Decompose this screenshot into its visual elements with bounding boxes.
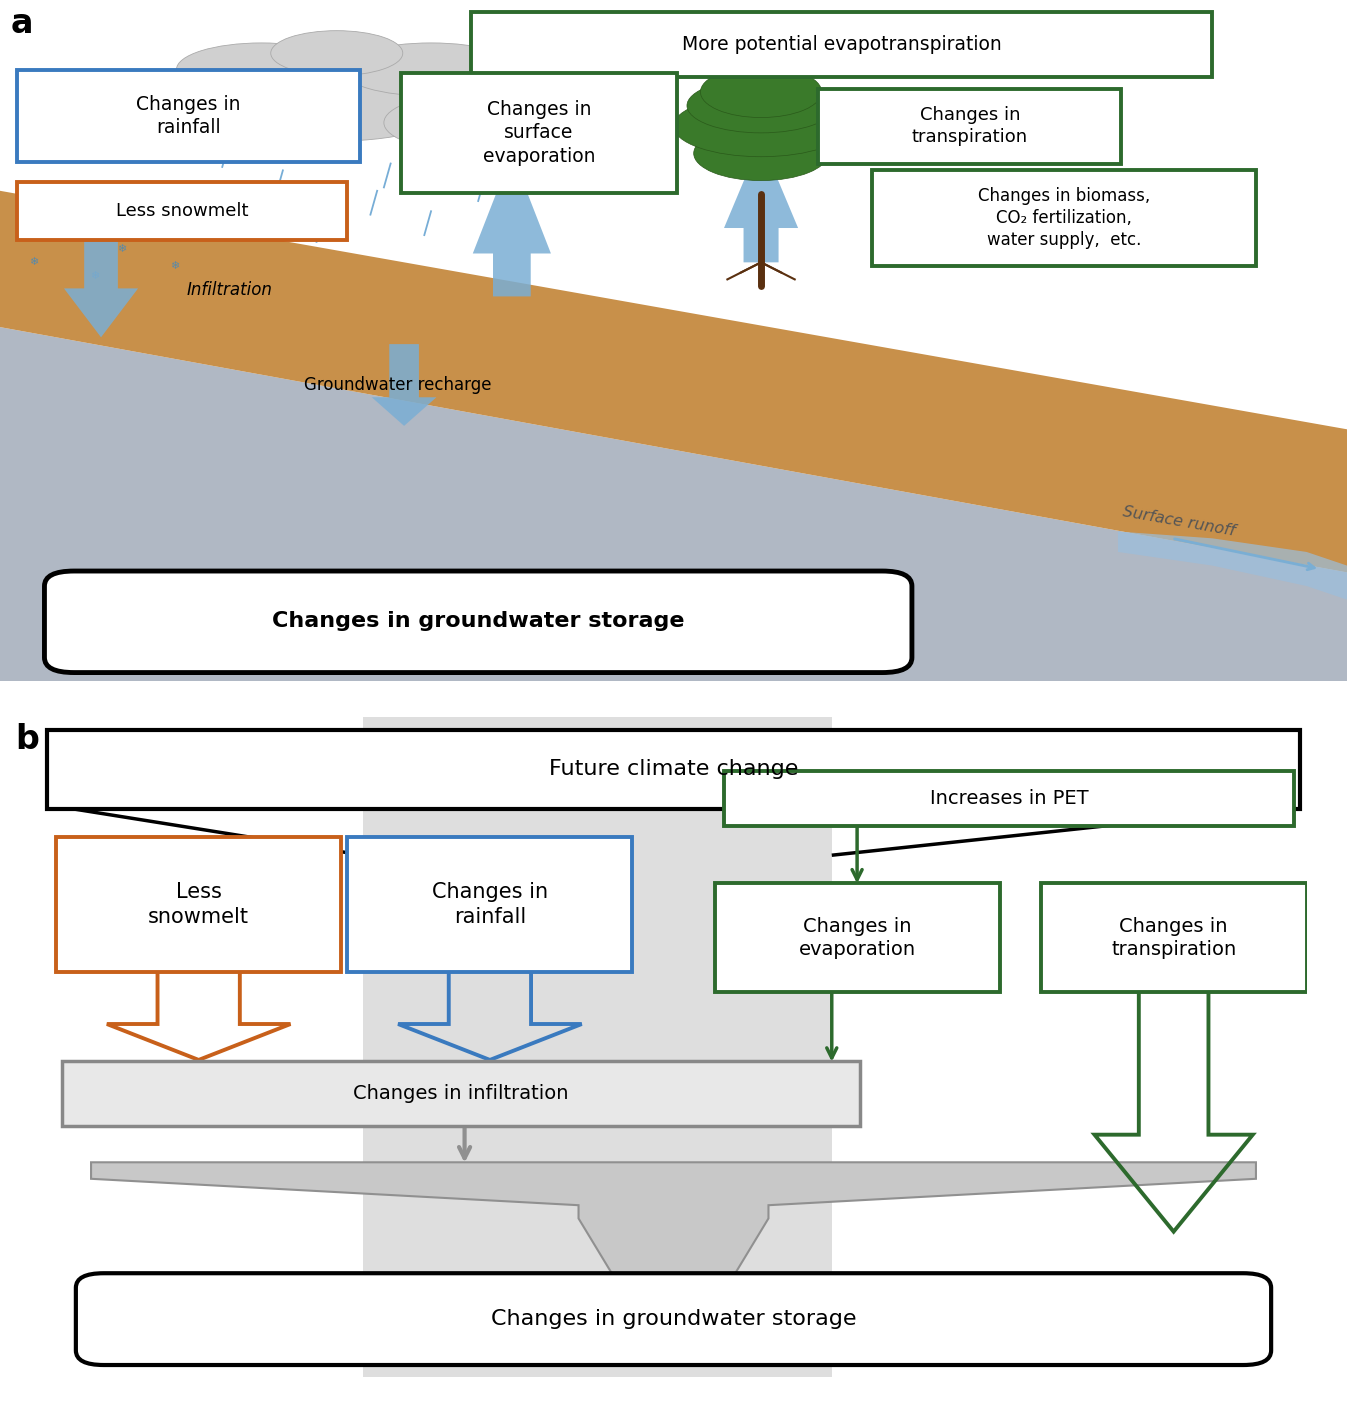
Ellipse shape	[342, 44, 520, 96]
Text: Surface runoff: Surface runoff	[1121, 504, 1237, 538]
Polygon shape	[92, 1162, 1255, 1291]
Ellipse shape	[120, 98, 290, 156]
Text: ❄: ❄	[30, 257, 38, 267]
Ellipse shape	[176, 44, 346, 96]
Polygon shape	[473, 153, 551, 296]
Polygon shape	[1118, 531, 1347, 600]
FancyBboxPatch shape	[818, 89, 1121, 163]
FancyBboxPatch shape	[47, 729, 1300, 809]
Ellipse shape	[214, 63, 459, 140]
Text: Changes in groundwater storage: Changes in groundwater storage	[272, 611, 684, 631]
FancyBboxPatch shape	[18, 70, 361, 162]
FancyBboxPatch shape	[471, 11, 1212, 77]
Text: ❄: ❄	[117, 243, 125, 254]
Text: a: a	[11, 7, 34, 39]
FancyBboxPatch shape	[348, 837, 632, 972]
Polygon shape	[372, 344, 436, 426]
Ellipse shape	[687, 79, 835, 133]
Text: Future climate change: Future climate change	[548, 759, 799, 780]
FancyBboxPatch shape	[18, 183, 348, 240]
Text: Changes in biomass,
CO₂ fertilization,
water supply,  etc.: Changes in biomass, CO₂ fertilization, w…	[978, 187, 1150, 249]
Text: Infiltration: Infiltration	[186, 281, 272, 299]
Bar	[364, 717, 831, 1377]
FancyBboxPatch shape	[1041, 884, 1307, 992]
FancyBboxPatch shape	[57, 837, 341, 972]
Ellipse shape	[700, 66, 822, 118]
Text: b: b	[15, 724, 39, 756]
Text: Less snowmelt: Less snowmelt	[116, 202, 248, 221]
Text: ❄: ❄	[252, 230, 260, 240]
FancyBboxPatch shape	[715, 884, 999, 992]
Text: Changes in
rainfall: Changes in rainfall	[432, 882, 548, 927]
Polygon shape	[0, 191, 1347, 572]
Text: ❄: ❄	[50, 214, 58, 223]
Ellipse shape	[674, 96, 849, 157]
FancyBboxPatch shape	[400, 73, 676, 192]
Text: More potential evapotranspiration: More potential evapotranspiration	[682, 35, 1002, 53]
Ellipse shape	[694, 126, 828, 181]
Ellipse shape	[384, 94, 554, 152]
Text: Changes in
transpiration: Changes in transpiration	[912, 105, 1028, 146]
Text: Changes in
rainfall: Changes in rainfall	[136, 94, 241, 138]
Polygon shape	[725, 139, 797, 263]
Polygon shape	[65, 198, 137, 337]
Text: ❄: ❄	[90, 271, 98, 281]
Text: Less
snowmelt: Less snowmelt	[148, 882, 249, 927]
Text: Changes in groundwater storage: Changes in groundwater storage	[490, 1309, 857, 1329]
FancyBboxPatch shape	[873, 170, 1255, 266]
FancyBboxPatch shape	[75, 1273, 1272, 1366]
FancyBboxPatch shape	[725, 771, 1294, 826]
Text: Changes in
evaporation: Changes in evaporation	[799, 916, 916, 960]
Text: Changes in infiltration: Changes in infiltration	[353, 1085, 568, 1103]
Ellipse shape	[271, 31, 403, 76]
Polygon shape	[0, 327, 1347, 681]
FancyBboxPatch shape	[62, 1061, 859, 1125]
Text: Changes in
transpiration: Changes in transpiration	[1111, 916, 1237, 960]
Text: Increases in PET: Increases in PET	[929, 790, 1088, 808]
FancyBboxPatch shape	[44, 570, 912, 673]
Text: Groundwater recharge: Groundwater recharge	[303, 377, 492, 393]
Text: ❄: ❄	[185, 200, 193, 209]
Text: ❄: ❄	[171, 261, 179, 271]
Text: Changes in
surface
evaporation: Changes in surface evaporation	[482, 100, 595, 166]
